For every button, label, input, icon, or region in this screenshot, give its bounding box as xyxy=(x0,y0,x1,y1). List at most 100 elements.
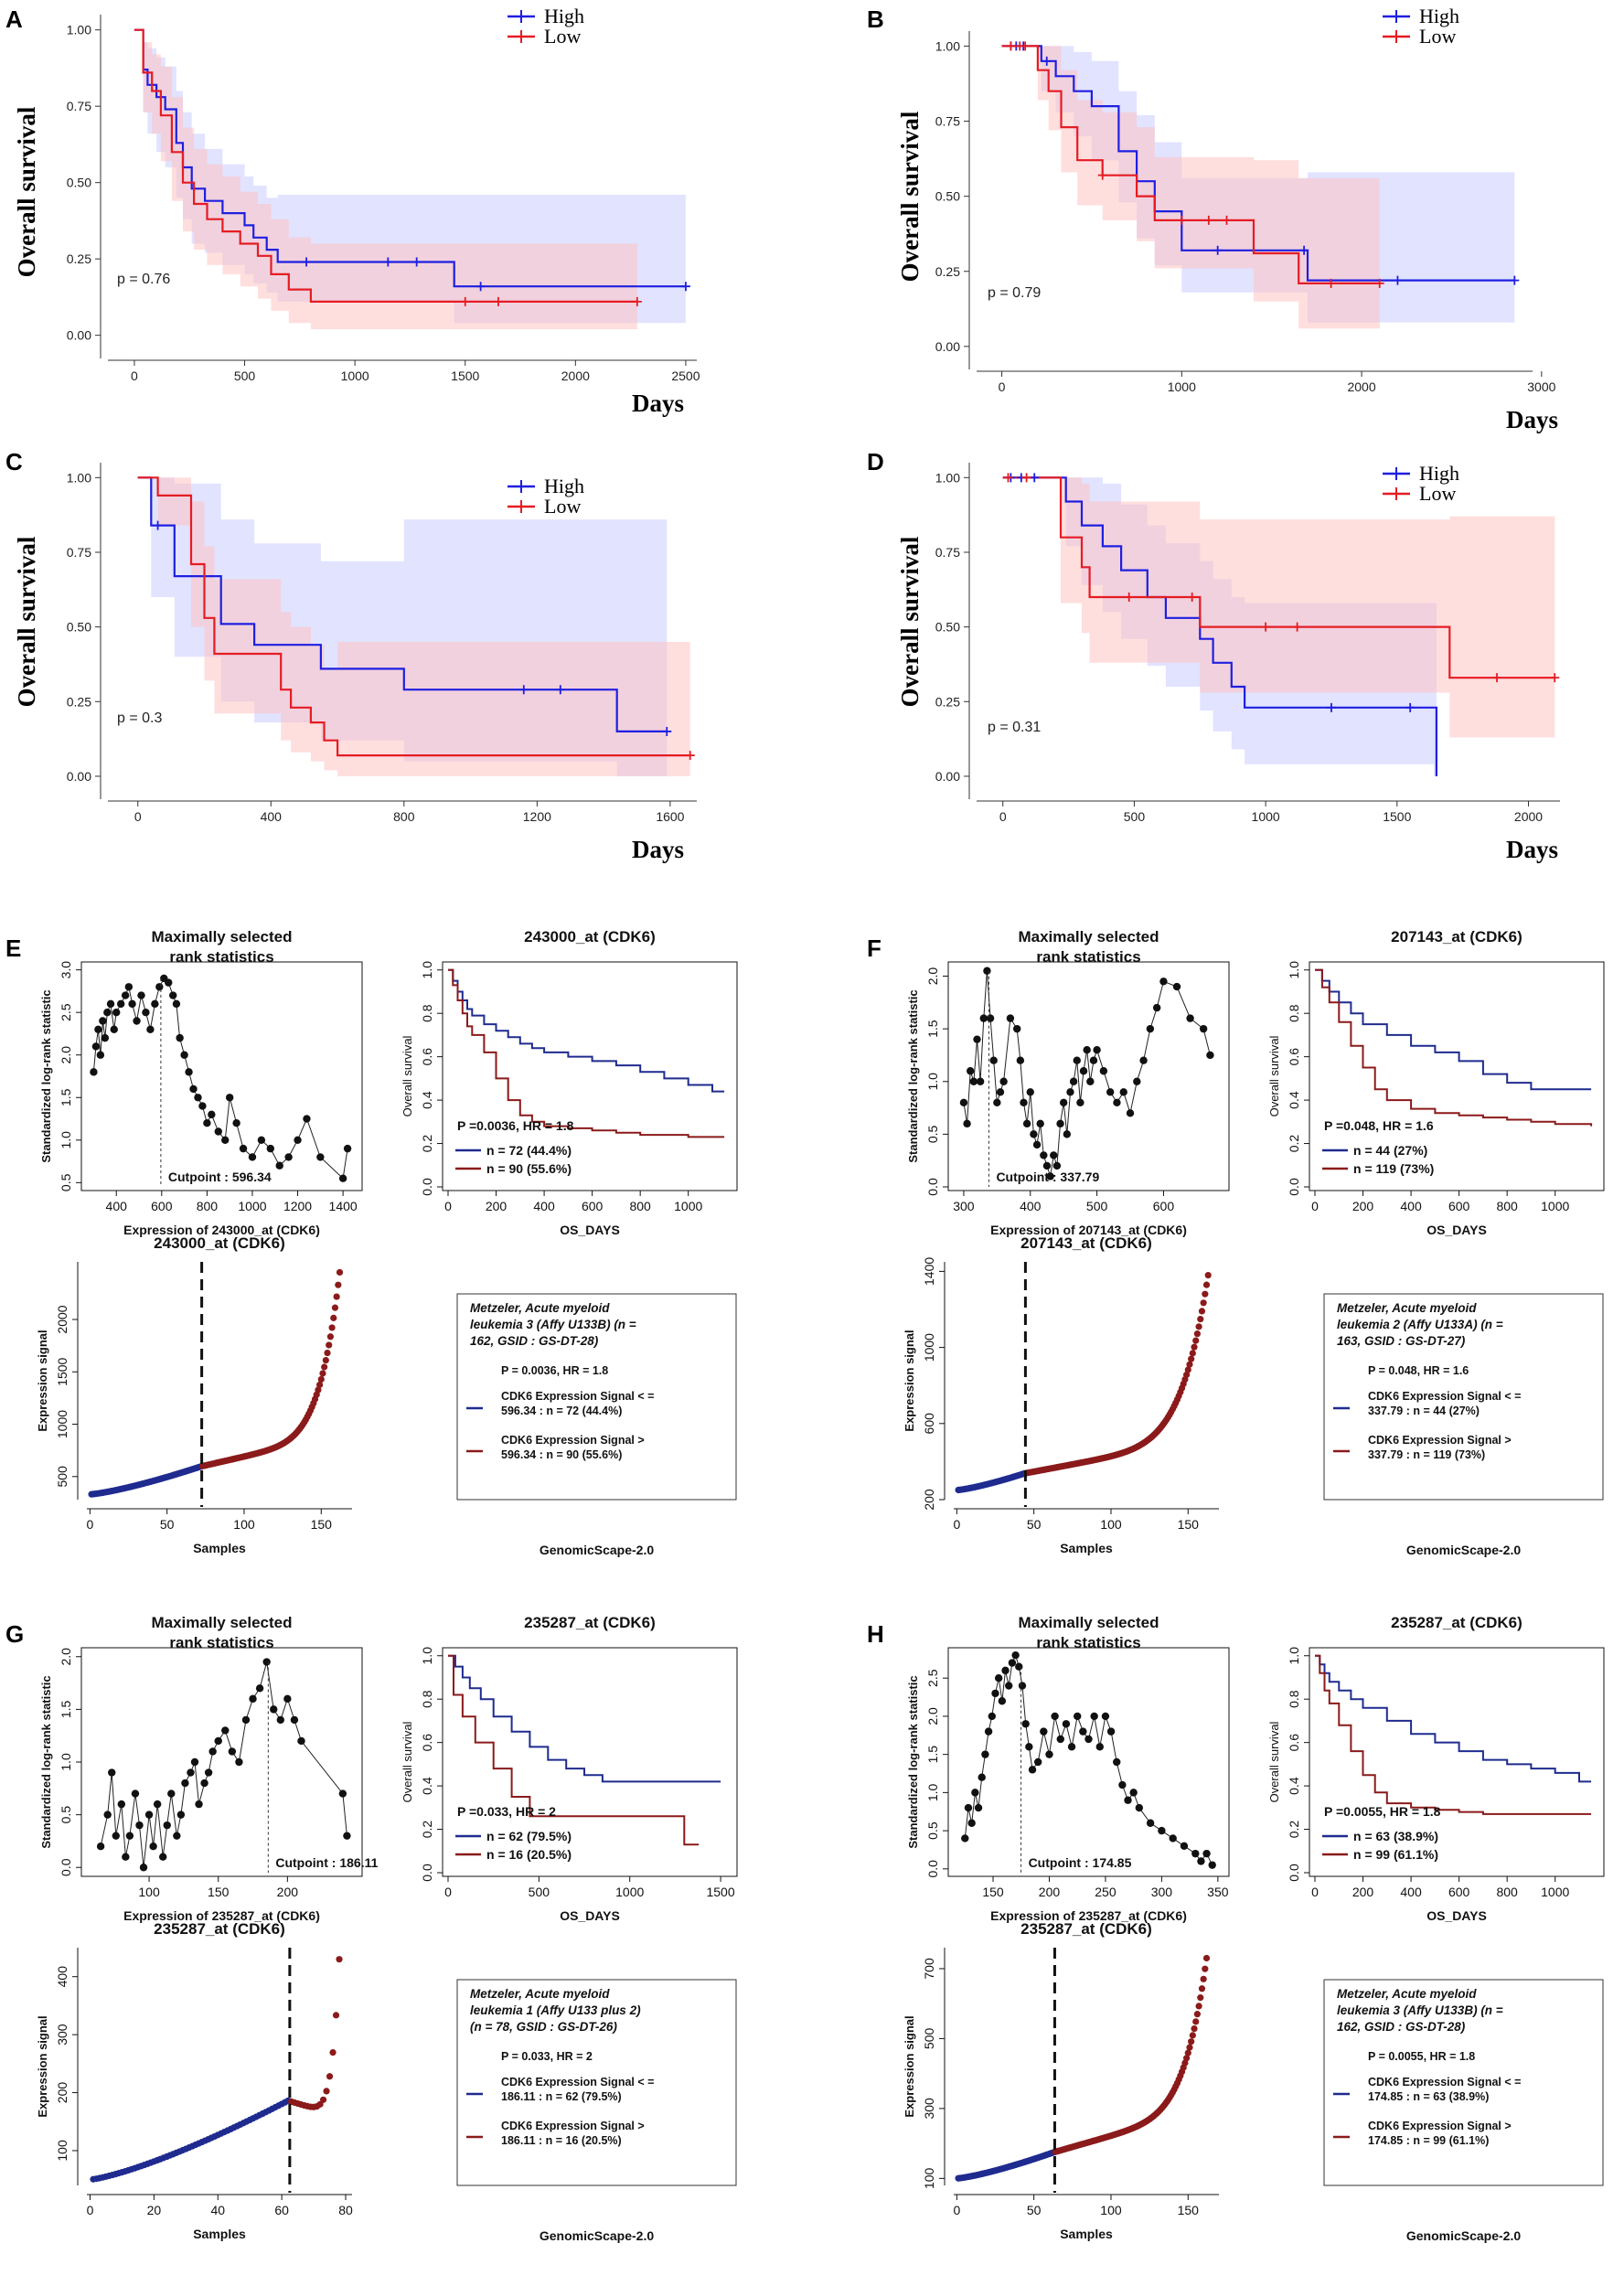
y-tick-label: 1.00 xyxy=(935,38,960,53)
cutpoint-label: Cutpoint : 337.79 xyxy=(996,1170,1099,1184)
x-tick-label: 1500 xyxy=(1383,809,1411,824)
rank-statistic-point xyxy=(1079,1067,1088,1075)
expression-point xyxy=(1182,2055,1191,2062)
expression-point xyxy=(326,2073,334,2080)
censor-mark-low xyxy=(1021,473,1031,483)
genomicscape-panel-F: F Maximally selected rank statistics 300 400… xyxy=(867,928,1605,1557)
expression-point xyxy=(1193,2011,1201,2018)
y-tick-label: 0.50 xyxy=(935,189,960,204)
y-tick-label: 0.25 xyxy=(67,694,91,709)
rank-statistic-point xyxy=(249,1694,257,1704)
rank-statistic-point xyxy=(1025,1743,1033,1751)
x-tick-label: 600 xyxy=(151,1199,173,1213)
rank-statistic-point xyxy=(1032,1140,1042,1149)
expression-point xyxy=(1198,1985,1206,1992)
rank-statistic-point xyxy=(208,1110,216,1119)
rank-statistic-line xyxy=(964,1653,1213,1865)
rank-statistic-point xyxy=(1124,1796,1132,1804)
rank-statistic-point xyxy=(1026,1088,1034,1096)
censor-mark-low xyxy=(1292,622,1302,632)
y-tick-label: 0.8 xyxy=(1287,1690,1301,1708)
y-tick-label: 0.8 xyxy=(420,1004,434,1022)
y-tick-label: 0.2 xyxy=(1287,1821,1301,1839)
y-tick-label: 1.0 xyxy=(925,1073,940,1091)
rank-statistic-point xyxy=(1076,1098,1084,1107)
km-plot-title: 243000_at (CDK6) xyxy=(524,928,656,945)
y-tick-label: 1.0 xyxy=(420,961,434,979)
y-tick-label: 3.0 xyxy=(59,961,73,979)
rank-statistic-point xyxy=(1056,1119,1064,1128)
censor-mark-high xyxy=(518,685,529,695)
expression-point xyxy=(1198,1308,1206,1315)
y-tick-label: 0.0 xyxy=(59,1858,73,1876)
y-axis-label: Standardized log-rank statistic xyxy=(39,1675,53,1848)
y-tick-label: 0.25 xyxy=(935,264,960,279)
rank-statistic-point xyxy=(1089,1056,1098,1064)
x-tick-label: 600 xyxy=(1448,1199,1470,1213)
rank-statistic-point xyxy=(1086,1077,1095,1085)
y-axis-label: Expression signal xyxy=(36,2015,49,2117)
censor-mark-low xyxy=(1374,278,1384,288)
rank-statistic-point xyxy=(200,1779,208,1788)
rank-statistic-point xyxy=(239,1144,248,1153)
plot-frame xyxy=(442,961,738,1191)
censor-mark-high xyxy=(383,257,393,267)
y-tick-label: 0.00 xyxy=(67,769,91,784)
y-tick-label: 500 xyxy=(922,2028,936,2050)
expression-point xyxy=(317,1375,325,1383)
censor-mark-high xyxy=(1393,275,1403,285)
expression-point xyxy=(336,1956,343,1963)
censor-mark-low xyxy=(1550,673,1560,683)
x-tick-label: 200 xyxy=(277,1885,299,1899)
survival-curve-high-expression xyxy=(448,1654,700,1846)
x-tick-label: 0 xyxy=(86,1517,93,1532)
rank-statistic-point xyxy=(971,1789,979,1797)
rank-statistic-point xyxy=(155,983,164,991)
expression-point xyxy=(1188,1355,1195,1362)
y-tick-label: 0.6 xyxy=(1287,1734,1301,1752)
expression-point xyxy=(1195,2003,1202,2010)
survival-curve-high-expression xyxy=(1315,1654,1592,1815)
y-tick-label: 0.8 xyxy=(1287,1004,1301,1022)
rank-statistic-point xyxy=(1083,1045,1091,1054)
y-tick-label: 2.5 xyxy=(59,1003,73,1021)
rank-statistic-point xyxy=(1074,1712,1082,1721)
panel-letter: H xyxy=(867,1620,884,1648)
y-axis-label: Standardized log-rank statistic xyxy=(906,1675,920,1848)
rank-statistic-point xyxy=(1045,1750,1053,1758)
rank-statistic-point xyxy=(176,1033,184,1042)
y-axis-label: Expression signal xyxy=(903,2015,916,2117)
expression-point xyxy=(329,2048,337,2056)
expression-point xyxy=(1197,1994,1204,2002)
rank-statistic-point xyxy=(103,1811,112,1819)
rank-statistic-point xyxy=(96,1842,105,1851)
info-stat: P = 0.0055, HR = 1.8 xyxy=(1368,2050,1475,2063)
rank-statistic-point xyxy=(963,1119,971,1128)
km-plot-title: 235287_at (CDK6) xyxy=(1391,1614,1522,1631)
survival-curve-low xyxy=(137,476,690,757)
y-tick-label: 100 xyxy=(922,2167,936,2189)
expression-point xyxy=(315,1386,322,1394)
rank-statistic-point xyxy=(1133,1077,1141,1085)
rank-statistic-line xyxy=(100,1661,347,1868)
x-tick-label: 100 xyxy=(1100,1517,1122,1532)
rank-statistic-point xyxy=(1011,1650,1020,1660)
survival-curve-high xyxy=(137,476,668,732)
rank-statistic-point xyxy=(1030,1130,1038,1138)
p-value: p = 0.31 xyxy=(988,720,1041,735)
ci-band-low xyxy=(134,29,637,329)
rank-statistic-point xyxy=(976,1077,985,1085)
y-tick-label: 0.0 xyxy=(925,1178,940,1196)
rank-statistic-point xyxy=(99,1017,107,1025)
legend-label: n = 99 (61.1%) xyxy=(1353,1847,1438,1862)
rank-statistic-point xyxy=(290,1715,299,1725)
expression-point xyxy=(1189,1350,1196,1357)
y-axis-label: Overall survival xyxy=(1267,1035,1281,1116)
ci-band-low xyxy=(137,477,690,776)
y-tick-label: 1.5 xyxy=(59,1088,73,1106)
censor-mark-high xyxy=(411,257,422,267)
rank-statistic-point xyxy=(1079,1727,1087,1736)
x-axis-label: OS_DAYS xyxy=(1426,1223,1487,1237)
plot-frame xyxy=(1309,1647,1605,1877)
y-tick-label: 0.6 xyxy=(420,1734,434,1752)
